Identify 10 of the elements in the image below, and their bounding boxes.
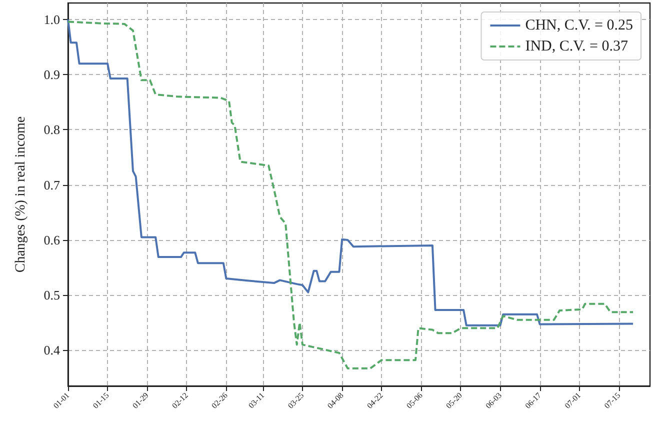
y-tick-label: 0.9 <box>44 67 60 82</box>
y-tick-label: 0.5 <box>44 288 60 303</box>
legend-label: IND, C.V. = 0.37 <box>525 38 628 54</box>
y-tick-label: 1.0 <box>44 12 60 28</box>
y-tick-label: 0.8 <box>44 122 60 138</box>
y-tick-label: 0.4 <box>44 342 60 358</box>
y-axis-title: Changes (%) in real income <box>14 116 28 273</box>
y-tick-label: 0.6 <box>44 232 60 248</box>
y-tick-label: 0.7 <box>44 177 60 192</box>
legend-label: CHN, C.V. = 0.25 <box>525 18 634 34</box>
